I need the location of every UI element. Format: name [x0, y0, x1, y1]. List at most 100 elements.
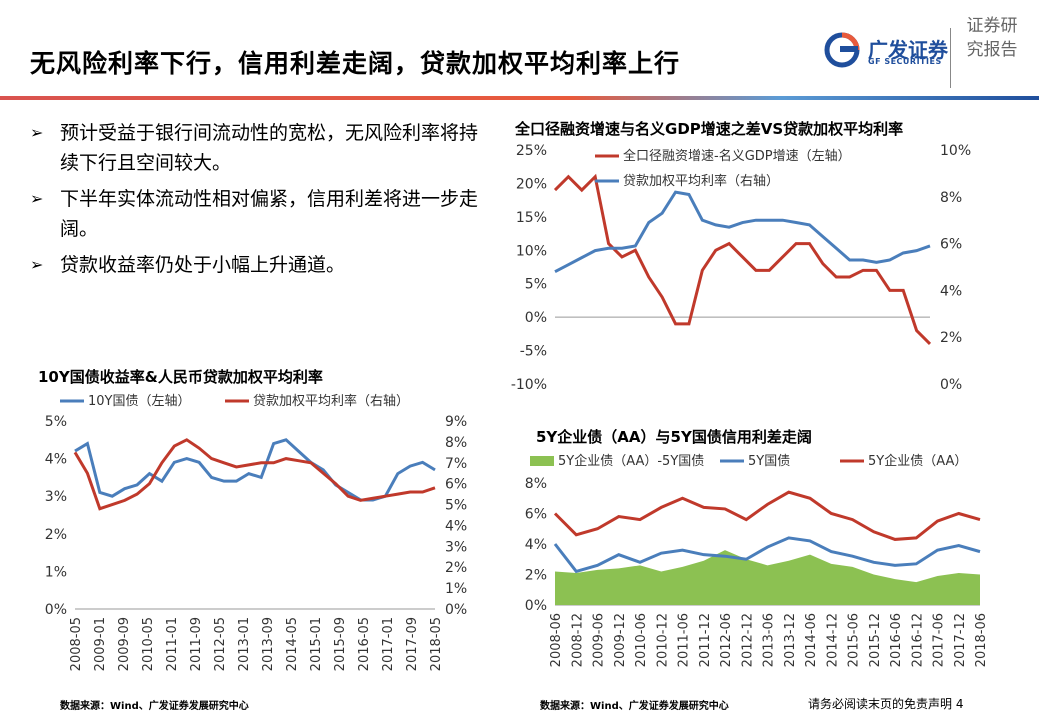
series-line	[73, 438, 436, 511]
legend-label: 5Y企业债（AA）	[868, 453, 967, 469]
gf-logo-icon	[824, 32, 860, 68]
y-tick-left: 15%	[516, 210, 547, 226]
y-tick-left: 3%	[45, 489, 67, 505]
bullet-item: ➢ 预计受益于银行间流动性的宽松，无风险利率将持续下行且空间较大。	[30, 118, 480, 178]
legend-label: 全口径融资增速-名义GDP增速（左轴）	[623, 148, 851, 164]
x-tick-label: 2016-05	[357, 617, 372, 671]
y-tick-left: 0%	[45, 602, 67, 618]
y-tick-right: 5%	[445, 498, 467, 514]
disclaimer: 请务必阅读末页的免责声明 4	[808, 695, 963, 712]
arrow-icon: ➢	[30, 189, 44, 208]
x-tick-label: 2011-12	[698, 613, 713, 667]
series-line	[554, 190, 931, 274]
series-line	[74, 438, 436, 502]
y-tick-right: 2%	[445, 560, 467, 576]
y-tick-right: 6%	[940, 237, 962, 253]
x-tick-label: 2016-06	[889, 613, 904, 667]
y-tick-right: 0%	[445, 602, 467, 618]
x-tick-label: 2015-12	[868, 613, 883, 667]
x-tick-label: 2012-12	[740, 613, 755, 667]
x-tick-label: 2018-05	[429, 617, 444, 671]
y-tick-right: 4%	[940, 283, 962, 299]
x-tick-label: 2015-06	[847, 613, 862, 667]
y-tick-left: 5%	[525, 277, 547, 293]
x-tick-label: 2013-01	[237, 617, 252, 671]
arrow-icon: ➢	[30, 123, 44, 142]
legend-label: 贷款加权平均利率（右轴）	[623, 173, 779, 189]
series-area	[555, 550, 980, 605]
x-tick-label: 2017-06	[932, 613, 947, 667]
bullet-text: 预计受益于银行间流动性的宽松，无风险利率将持续下行且空间较大。	[60, 122, 479, 174]
y-tick-left: 6%	[525, 507, 547, 523]
bullet-list: ➢ 预计受益于银行间流动性的宽松，无风险利率将持续下行且空间较大。 ➢ 下半年实体流…	[30, 118, 480, 286]
series-line	[553, 536, 981, 574]
x-tick-label: 2009-01	[93, 617, 108, 671]
legend-swatch	[530, 456, 554, 466]
y-tick-right: 9%	[445, 414, 467, 430]
y-tick-left: 20%	[516, 176, 547, 192]
x-tick-label: 2014-06	[804, 613, 819, 667]
y-tick-right: 0%	[940, 377, 962, 390]
y-tick-right: 6%	[445, 477, 467, 493]
disclaimer-text: 请务必阅读末页的免责声明	[808, 697, 953, 711]
legend-label: 10Y国债（左轴）	[88, 394, 190, 409]
y-tick-right: 8%	[445, 435, 467, 451]
header-divider	[950, 28, 951, 88]
y-tick-left: 0%	[525, 598, 547, 614]
x-tick-label: 2008-06	[549, 613, 564, 667]
series-line	[553, 173, 932, 345]
x-tick-label: 2017-12	[953, 613, 968, 667]
y-tick-right: 10%	[940, 143, 971, 159]
chart2: 0% 1% 2% 3% 4% 5% 0% 1% 2% 3% 4% 5% 6% 7% 8% 9% 2008-05 2…	[45, 393, 467, 671]
y-tick-right: 3%	[445, 539, 467, 555]
bullet-text: 贷款收益率仍处于小幅上升通道。	[60, 254, 346, 276]
x-tick-label: 2013-09	[261, 617, 276, 671]
x-tick-label: 2011-06	[677, 613, 692, 667]
x-tick-label: 2010-12	[655, 613, 670, 667]
logo-en: GF SECURITIES	[868, 57, 942, 66]
legend-label: 5Y企业债（AA）-5Y国债	[558, 453, 704, 469]
chart3-title: 5Y企业债（AA）与5Y国债信用利差走阔	[536, 428, 812, 446]
series-line	[553, 490, 981, 541]
bullet-text: 下半年实体流动性相对偏紧，信用利差将进一步走阔。	[60, 188, 479, 240]
chart3: 0% 2% 4% 6% 8% 2008-06 2008-12 2009-06 2009-12 20…	[525, 453, 989, 667]
chart1-title: 全口径融资增速与名义GDP增速之差VS贷款加权平均利率	[515, 120, 904, 138]
x-tick-label: 2011-09	[189, 617, 204, 671]
chart1: -10%-5%0%5%10%15%20%25%0%2%4%6%8%10%2009…	[511, 143, 971, 390]
x-tick-label: 2010-05	[141, 617, 156, 671]
x-tick-label: 2015-09	[333, 617, 348, 671]
y-tick-left: 2%	[45, 527, 67, 543]
x-tick-label: 2009-09	[117, 617, 132, 671]
y-tick-left: 2%	[525, 568, 547, 584]
report-label: 证券研究报告	[966, 16, 1018, 60]
x-tick-label: 2017-09	[405, 617, 420, 671]
y-tick-right: 4%	[445, 518, 467, 534]
y-tick-right: 7%	[445, 456, 467, 472]
y-tick-left: -10%	[511, 377, 547, 390]
x-tick-label: 2008-05	[69, 617, 84, 671]
x-tick-label: 2013-06	[762, 613, 777, 667]
chart2-title: 10Y国债收益率&人民币贷款加权平均利率	[38, 368, 323, 386]
x-tick-label: 2012-05	[213, 617, 228, 671]
x-tick-label: 2013-12	[783, 613, 798, 667]
x-tick-label: 2017-01	[381, 617, 396, 671]
x-tick-label: 2009-06	[592, 613, 607, 667]
x-tick-label: 2012-06	[719, 613, 734, 667]
y-tick-right: 8%	[940, 190, 962, 206]
header-rule	[0, 96, 1039, 100]
y-tick-left: 5%	[45, 414, 67, 430]
source-right: 数据来源：Wind、广发证券发展研究中心	[540, 701, 729, 712]
x-tick-label: 2008-12	[570, 613, 585, 667]
x-tick-label: 2009-12	[613, 613, 628, 667]
source-left: 数据来源：Wind、广发证券发展研究中心	[60, 701, 249, 712]
y-tick-left: 8%	[525, 476, 547, 492]
page-title: 无风险利率下行，信用利差走阔，贷款加权平均利率上行	[30, 49, 681, 78]
x-tick-label: 2018-06	[974, 613, 989, 667]
bullet-item: ➢ 下半年实体流动性相对偏紧，信用利差将进一步走阔。	[30, 184, 480, 244]
logo-cn: 广发证券	[868, 38, 948, 62]
y-tick-left: 4%	[525, 537, 547, 553]
y-tick-left: 10%	[516, 243, 547, 259]
y-tick-left: 1%	[45, 564, 67, 580]
x-tick-label: 2015-01	[309, 617, 324, 671]
x-tick-label: 2010-06	[634, 613, 649, 667]
